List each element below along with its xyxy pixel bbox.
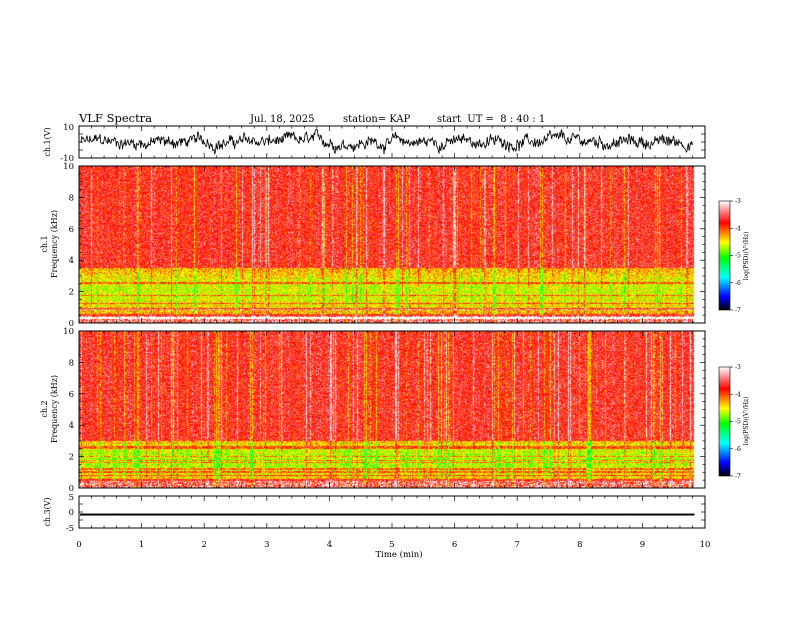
colorbar-tick-label: -7 [735,473,741,480]
colorbar-tick-label: -6 [735,280,741,287]
colorbar-tick-label: -3 [735,198,741,205]
ch3-waveform-panel: 5 0 -5 ch.3(V) [43,493,706,534]
ch3-ytick-top: 5 [69,493,74,503]
date-label: Jul. 18, 2025 [249,114,315,125]
freq-tick-label: 6 [69,390,74,400]
freq-tick-label: 6 [69,225,74,235]
ch1-spectrogram-heatmap [79,166,705,323]
ch1-spec-ylabel-line1: ch.1 [40,235,49,252]
colorbar-tick-label: -6 [735,446,741,453]
station-label: station= KAP [343,114,411,125]
colorbar-tick-label: -5 [735,419,741,426]
figure-title: VLF Spectra [78,111,152,125]
colorbar-tick-label: -3 [735,364,741,371]
time-tick-label: 0 [76,540,81,550]
ch2-colorbar-gradient [718,366,731,477]
freq-tick-label: 0 [69,319,74,329]
freq-tick-label: 10 [63,162,74,172]
freq-tick-label: 10 [63,327,74,337]
ch1-spectrogram-panel: 0 2 4 6 8 10 ch.1 Frequency (kHz) [40,162,706,329]
ch2-spectrogram-panel: 0 2 4 6 8 10 ch.2 Frequency (kHz) [40,327,706,494]
ch1-colorbar: -3 -4 -5 -6 -7 log(PSD)(V²/Hz) [718,198,750,314]
ch1-spec-ylabel-line2: Frequency (kHz) [50,210,59,278]
time-tick-label: 6 [452,540,457,550]
ch1-colorbar-gradient [718,200,731,311]
ch2-spec-ylabel-line2: Frequency (kHz) [50,375,59,443]
ch2-colorbar: -3 -4 -5 -6 -7 log(PSD)(V²/Hz) [718,364,750,480]
time-tick-label: 8 [577,540,582,550]
time-tick-label: 9 [640,540,645,550]
freq-tick-label: 0 [69,484,74,494]
ch3-voltage-ylabel: ch.3(V) [43,497,52,526]
ch1-voltage-ylabel: ch.1(V) [43,127,52,156]
ch3-ytick-mid: 0 [69,508,74,518]
ch1-ytick-bottom: -10 [60,154,74,164]
colorbar-tick-label: -7 [735,307,741,314]
freq-tick-label: 4 [69,256,74,266]
time-axis-tick-labels: 0 1 2 3 4 5 6 7 8 9 10 [76,540,710,550]
ch2-spec-ylabel-line1: ch.2 [40,400,49,417]
time-tick-label: 5 [389,540,394,550]
ch1-waveform-panel: 10 -10 ch.1(V) [43,123,706,164]
start-time-label: start UT = 8 : 40 : 1 [437,114,545,125]
ch3-waveform-band [80,513,695,516]
time-tick-label: 7 [514,540,519,550]
time-tick-label: 4 [327,540,332,550]
time-tick-label: 3 [264,540,269,550]
freq-tick-label: 2 [69,288,74,298]
ch3-ytick-bottom: -5 [66,524,74,534]
ch2-spectrogram-heatmap [79,331,705,488]
colorbar-tick-label: -4 [735,391,741,398]
time-tick-label: 2 [201,540,206,550]
time-axis-label: Time (min) [375,549,422,560]
ch1-colorbar-label: log(PSD)(V²/Hz) [743,232,750,281]
time-tick-label: 1 [139,540,144,550]
freq-tick-label: 2 [69,453,74,463]
ch1-ytick-top: 10 [63,123,74,133]
freq-tick-label: 4 [69,421,74,431]
freq-tick-label: 8 [69,193,74,203]
ch2-colorbar-label: log(PSD)(V²/Hz) [743,397,750,446]
time-tick-label: 10 [700,540,711,550]
ch1-waveform-line [80,128,693,155]
colorbar-tick-label: -4 [735,225,741,232]
colorbar-tick-label: -5 [735,253,741,260]
freq-tick-label: 8 [69,358,74,368]
